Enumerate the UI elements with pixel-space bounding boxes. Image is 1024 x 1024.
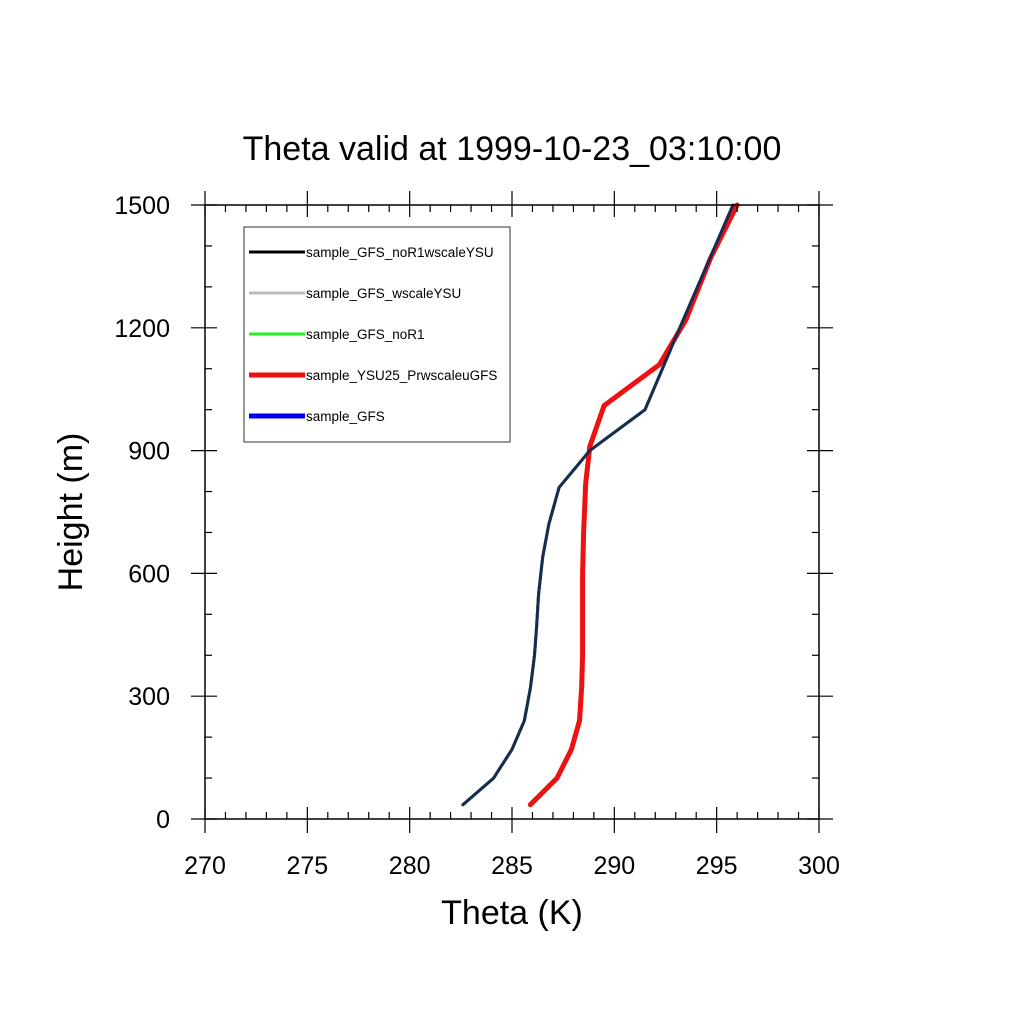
- legend-label: sample_GFS_noR1wscaleYSU: [306, 245, 494, 260]
- x-tick-label: 290: [593, 852, 635, 880]
- x-tick-label: 270: [184, 852, 226, 880]
- y-tick-label: 0: [156, 806, 170, 834]
- y-tick-label: 600: [128, 560, 170, 588]
- x-tick-label: 295: [696, 852, 738, 880]
- legend-label: sample_GFS_wscaleYSU: [306, 286, 461, 301]
- x-tick-label: 280: [389, 852, 431, 880]
- y-tick-label: 300: [128, 683, 170, 711]
- plot-frame: [204, 204, 820, 820]
- x-tick-label: 275: [286, 852, 328, 880]
- ticks-layer: 270 275 280 285 290 295 300 0 300 600 900 1200 1500: [114, 191, 840, 880]
- legend-label: sample_YSU25_PrwscaleuGFS: [306, 368, 497, 383]
- legend: sample_GFS_noR1wscaleYSU sample_GFS_wscal…: [243, 226, 511, 443]
- x-tick-label: 300: [798, 852, 840, 880]
- legend-label: sample_GFS: [306, 409, 385, 424]
- y-tick-label: 1500: [114, 192, 170, 220]
- y-axis-label: Height (m): [52, 433, 90, 592]
- chart-title: Theta valid at 1999-10-23_03:10:00: [243, 130, 782, 168]
- x-tick-label: 285: [491, 852, 533, 880]
- legend-label: sample_GFS_noR1: [306, 327, 425, 342]
- y-tick-label: 1200: [114, 315, 170, 343]
- series-line-5: [461, 203, 735, 807]
- series-line-4: [527, 202, 740, 808]
- y-tick-label: 900: [128, 438, 170, 466]
- series-layer: [461, 202, 740, 808]
- x-axis-label: Theta (K): [441, 894, 583, 932]
